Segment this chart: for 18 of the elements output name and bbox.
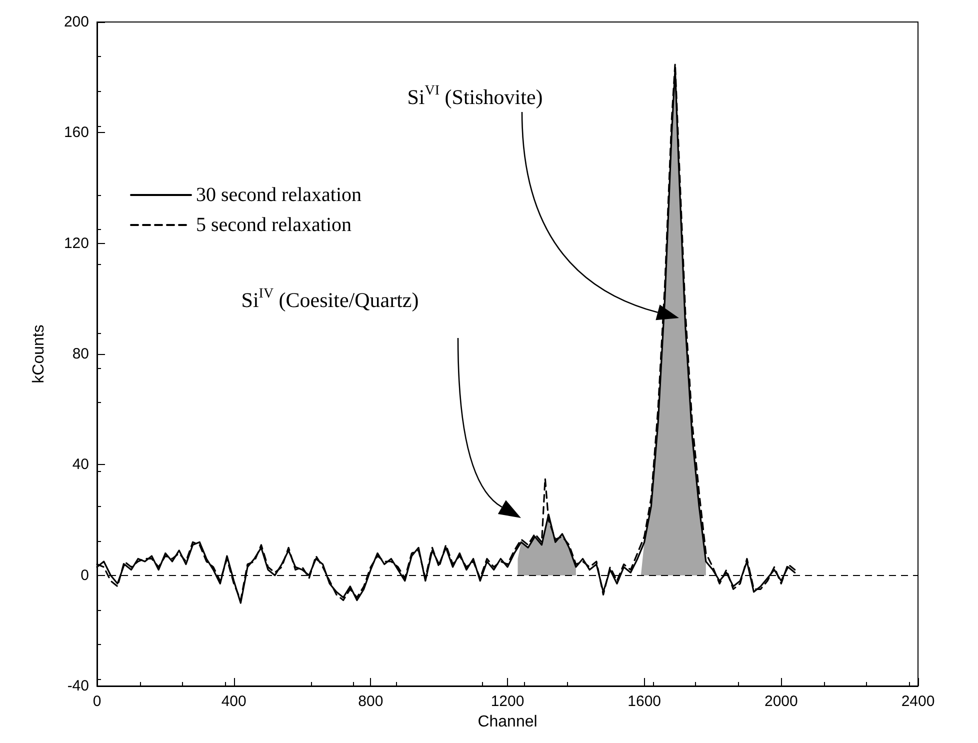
x-tick-label: 800: [358, 693, 384, 710]
y-tick-label: 0: [80, 566, 89, 584]
x-tick-label: 2000: [764, 693, 798, 710]
y-axis-title: kCounts: [30, 324, 48, 384]
y-tick-label: 40: [72, 456, 89, 474]
x-tick-label: 2400: [901, 693, 935, 710]
y-tick-label: 120: [64, 234, 89, 252]
y-tick-label: 160: [64, 124, 89, 142]
x-tick-label: 0: [92, 693, 102, 710]
legend-label: 30 second relaxation: [196, 184, 362, 206]
x-tick-label: 1600: [628, 693, 662, 710]
y-tick-label: -40: [67, 678, 89, 694]
x-axis-title: Channel: [478, 714, 538, 730]
x-tick-label: 1200: [490, 693, 524, 710]
legend-label: 5 second relaxation: [196, 214, 352, 236]
x-tick-label: 400: [221, 693, 246, 710]
y-tick-label: 200: [64, 14, 89, 30]
y-tick-label: 80: [72, 346, 89, 362]
